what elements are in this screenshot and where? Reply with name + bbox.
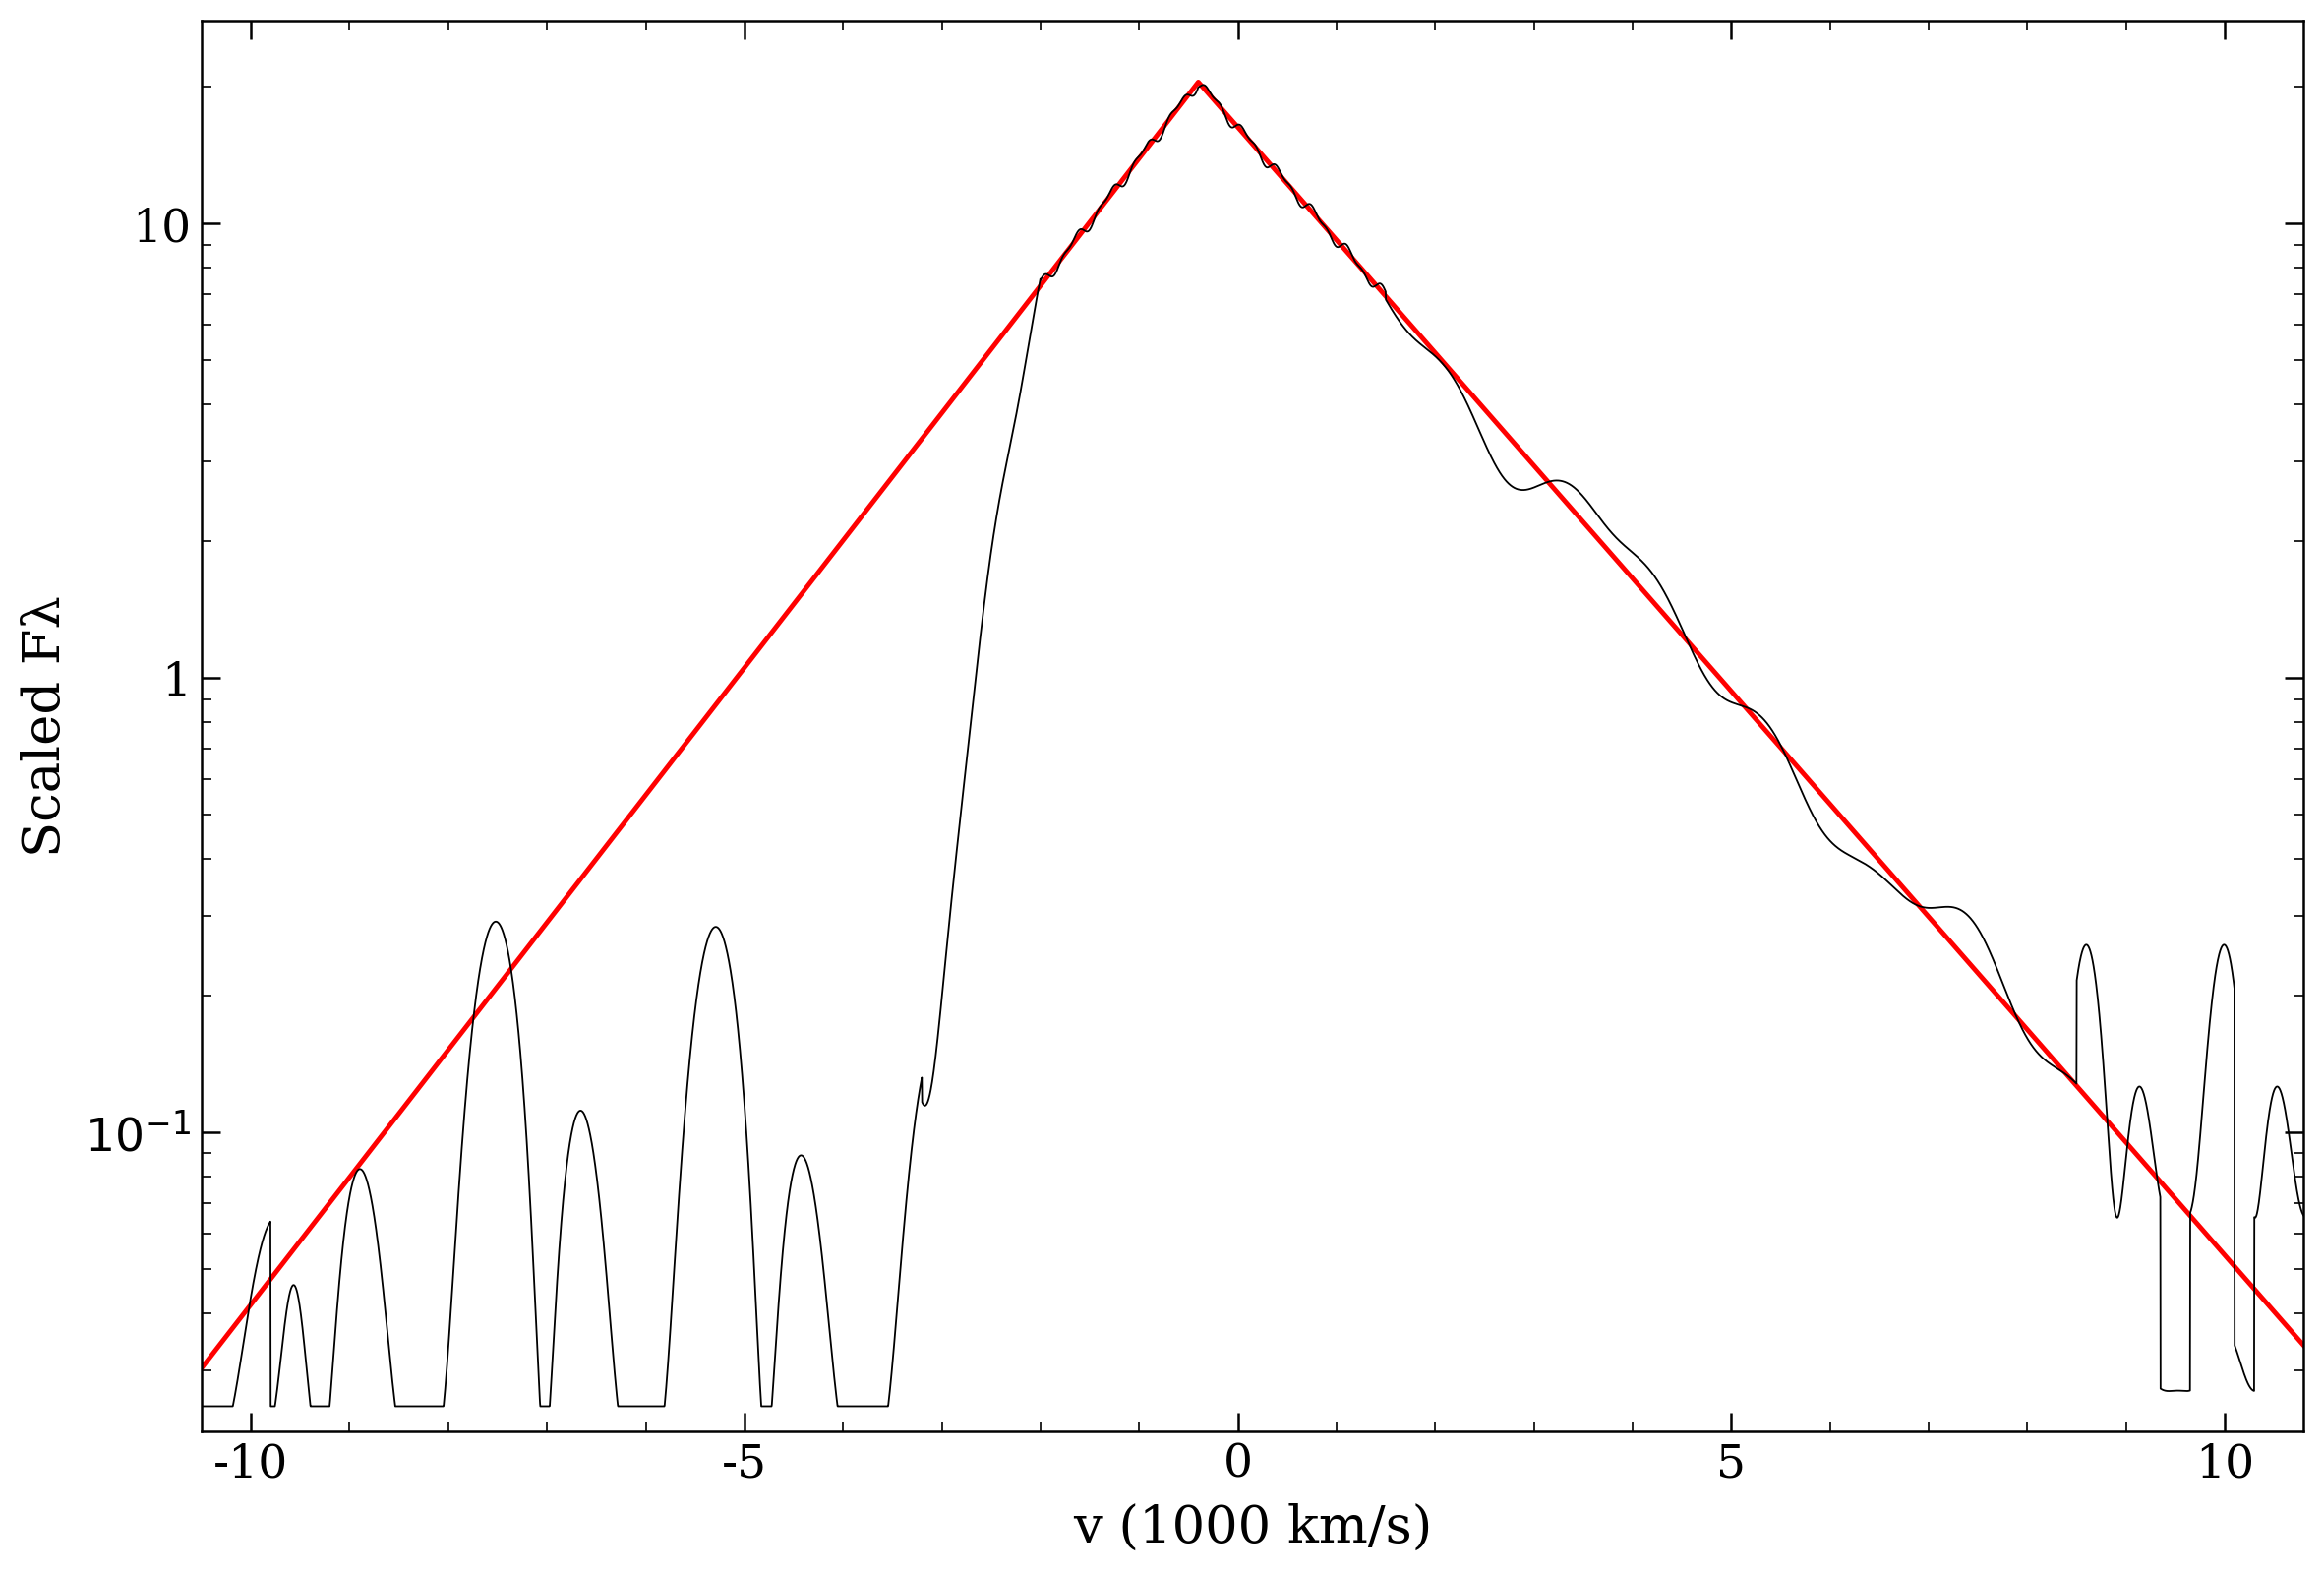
Y-axis label: Scaled Fλ: Scaled Fλ (21, 595, 70, 856)
X-axis label: v (1000 km/s): v (1000 km/s) (1074, 1503, 1432, 1554)
